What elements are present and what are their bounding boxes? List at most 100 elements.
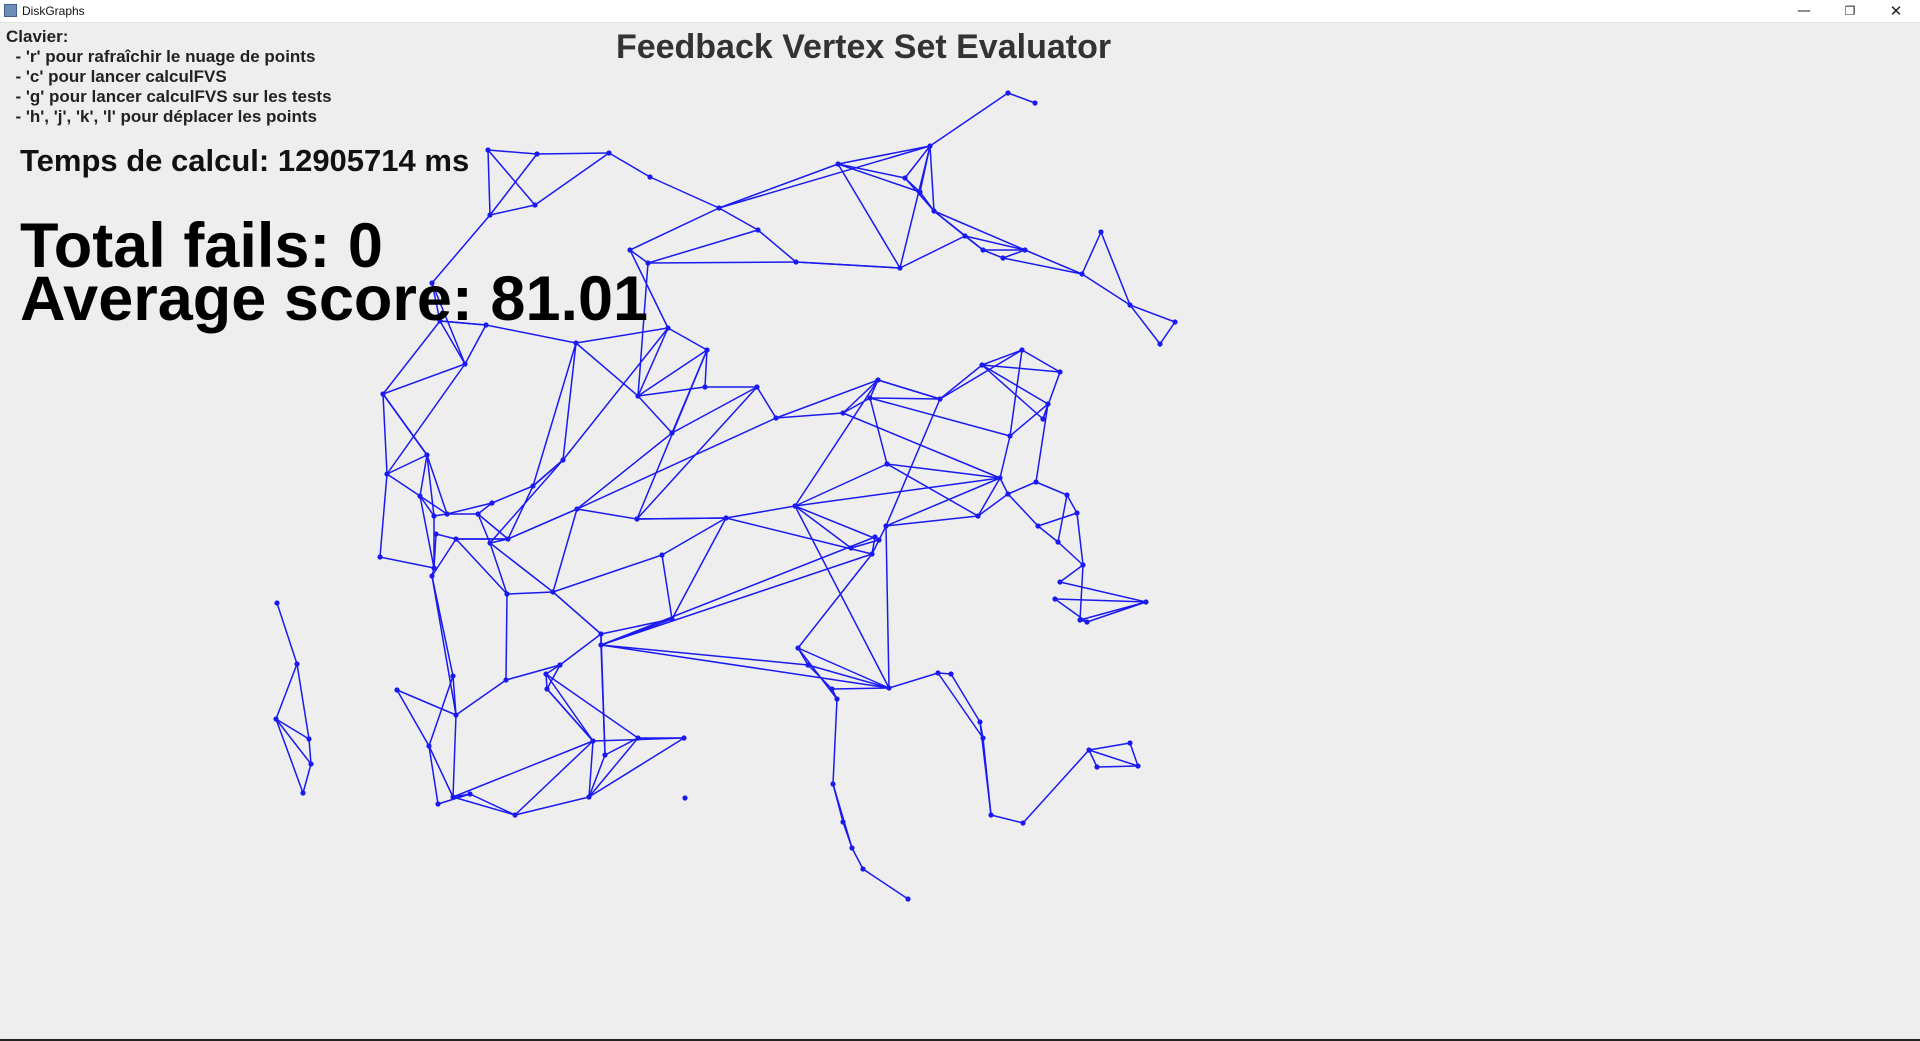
total-fails-label: Total fails: 0: [20, 211, 383, 281]
graph-edge: [514, 796, 590, 816]
graph-vertex: [530, 483, 536, 489]
graph-vertex: [1052, 596, 1058, 602]
window-titlebar[interactable]: DiskGraphs — ❐ ✕: [0, 0, 1920, 23]
graph-edge: [661, 517, 727, 556]
graph-edge: [487, 149, 538, 155]
help-line-tests: - 'g' pour lancer calculFVS sur les test…: [6, 87, 332, 106]
graph-edges: [275, 92, 1176, 900]
graph-edge: [600, 644, 890, 689]
graph-vertex: [1045, 401, 1051, 407]
graph-edge: [981, 364, 1044, 420]
graph-edge: [275, 718, 312, 765]
graph-vertex: [450, 673, 456, 679]
graph-edge: [939, 364, 983, 400]
graph-vertex: [573, 340, 579, 346]
graph-edge: [950, 673, 981, 723]
graph-edge: [426, 454, 448, 515]
graph-vertex: [453, 712, 459, 718]
graph-edge: [452, 796, 516, 816]
graph-vertex: [1079, 271, 1085, 277]
graph-vertex: [876, 537, 882, 543]
graph-edge: [575, 327, 669, 344]
graph-edge: [446, 502, 493, 515]
graph-drawing: [273, 90, 1178, 902]
graph-edge: [1129, 742, 1139, 767]
graph-edge: [929, 145, 935, 212]
graph-vertex: [635, 735, 641, 741]
graph-edge: [1009, 349, 1023, 437]
graph-edge: [637, 327, 669, 397]
graph-edge: [981, 364, 1049, 405]
graph-edge: [562, 342, 577, 461]
graph-vertex: [1007, 433, 1013, 439]
graph-edge: [428, 745, 439, 805]
graph-edge: [939, 349, 1023, 400]
minimize-button[interactable]: —: [1797, 3, 1811, 19]
restore-button[interactable]: ❐: [1844, 4, 1856, 18]
graph-edge: [452, 675, 457, 716]
graph-nodes: [273, 90, 1178, 902]
graph-edge: [532, 342, 577, 487]
graph-vertex: [574, 506, 580, 512]
graph-vertex: [450, 794, 456, 800]
graph-vertex: [848, 545, 854, 551]
graph-edge: [487, 149, 491, 216]
graph-vertex: [377, 554, 383, 560]
graph-vertex: [429, 573, 435, 579]
graph-edge: [275, 718, 304, 794]
graph-edge: [386, 473, 421, 497]
graph-vertex: [294, 661, 300, 667]
graph-vertex: [805, 662, 811, 668]
graph-vertex: [975, 513, 981, 519]
graph-edge: [1022, 749, 1090, 824]
graph-edge: [545, 673, 639, 739]
graph-edge: [396, 689, 457, 716]
graph-edge: [647, 261, 797, 264]
graph-edge: [505, 593, 508, 681]
graph-canvas[interactable]: [0, 22, 1920, 1041]
graph-edge: [842, 412, 1001, 479]
graph-edge: [1159, 321, 1176, 345]
graph-edge: [899, 235, 966, 269]
graph-edge: [629, 249, 649, 264]
graph-vertex: [1019, 347, 1025, 353]
graph-edge: [649, 176, 720, 209]
graph-edge: [794, 505, 880, 541]
graph-edge: [532, 459, 564, 487]
graph-vertex: [669, 616, 675, 622]
graph-vertex: [534, 151, 540, 157]
graph-edge: [795, 261, 901, 269]
graph-vertex: [659, 552, 665, 558]
graph-edge: [637, 386, 706, 397]
close-button[interactable]: ✕: [1889, 2, 1903, 20]
graph-edge: [977, 493, 1009, 517]
graph-edge: [1129, 304, 1161, 345]
graph-edge: [1035, 481, 1068, 496]
graph-edge: [794, 379, 879, 507]
graph-vertex: [988, 812, 994, 818]
graph-vertex: [1074, 510, 1080, 516]
graph-edge: [296, 663, 310, 740]
graph-vertex: [716, 205, 722, 211]
keyboard-help: Clavier: - 'r' pour rafraîchir le nuage …: [6, 27, 332, 127]
graph-vertex: [1080, 562, 1086, 568]
graph-vertex: [426, 743, 432, 749]
graph-edge: [797, 647, 890, 689]
graph-edge: [562, 327, 669, 461]
graph-edge: [275, 718, 310, 740]
graph-edge: [775, 412, 844, 419]
graph-edge: [629, 207, 720, 251]
graph-edge: [433, 533, 437, 569]
graph-edge: [671, 349, 708, 434]
graph-edge: [489, 153, 538, 216]
graph-vertex: [1098, 229, 1104, 235]
graph-edge: [546, 664, 561, 690]
graph-edge: [419, 454, 428, 497]
graph-vertex: [308, 761, 314, 767]
graph-edge: [718, 207, 759, 231]
graph-edge: [807, 664, 890, 689]
graph-vertex: [977, 719, 983, 725]
graph-edge: [552, 554, 663, 593]
graph-vertex: [830, 781, 836, 787]
graph-edge: [600, 536, 876, 646]
